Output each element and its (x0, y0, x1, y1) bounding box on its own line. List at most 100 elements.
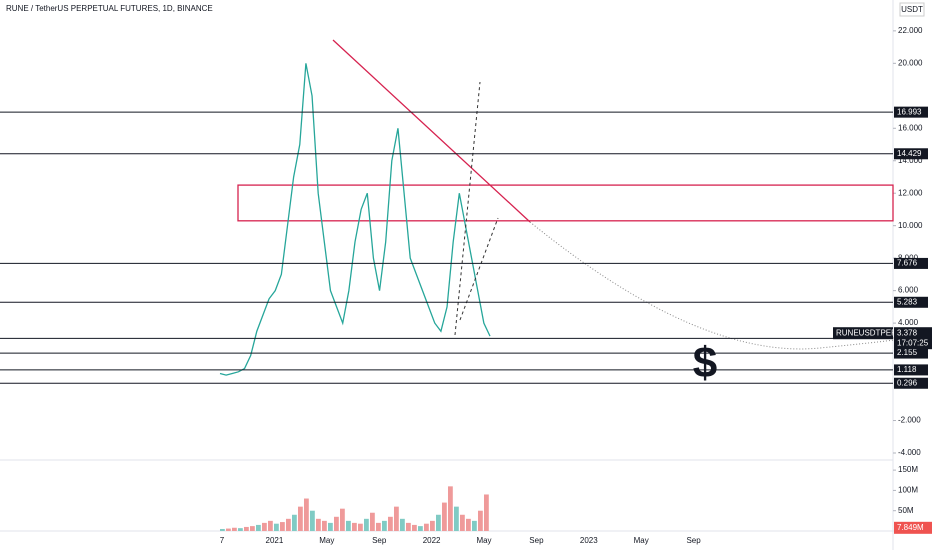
volume-bar (256, 524, 261, 531)
y-tick-label: 12.000 (898, 188, 923, 197)
volume-bar (454, 506, 459, 531)
level-label: 1.118 (897, 365, 917, 374)
volume-bar (442, 502, 447, 531)
volume-bar (274, 523, 279, 531)
trendline (332, 39, 531, 223)
level-label-box (894, 347, 928, 359)
volume-tick-label: 50M (898, 506, 914, 515)
level-label: 0.296 (897, 378, 918, 387)
volume-bar (310, 510, 315, 531)
level-label-box (894, 377, 928, 389)
level-label-box (894, 148, 928, 160)
x-tick-label: May (634, 536, 649, 545)
dash-line (454, 81, 481, 336)
volume-bar (238, 528, 243, 531)
currency[interactable]: USDT (901, 5, 923, 14)
volume-bar (358, 523, 363, 531)
x-tick-label: May (319, 536, 334, 545)
volume-last-box (894, 521, 932, 534)
volume-bar (340, 508, 345, 531)
y-tick-label: 20.000 (898, 58, 923, 67)
volume-bar (448, 486, 453, 531)
volume-bar (352, 522, 357, 531)
volume-bar (478, 510, 483, 531)
volume-bar (376, 522, 381, 531)
volume-bar (484, 494, 489, 531)
volume-bar (364, 518, 369, 531)
volume-bar (316, 518, 321, 531)
level-label-box (894, 296, 928, 308)
volume-bar (286, 518, 291, 531)
volume-tick-label: 150M (898, 465, 918, 474)
countdown: 17:07:25 (897, 338, 929, 347)
y-tick-label: 4.000 (898, 318, 919, 327)
level-label-box (894, 106, 928, 118)
level-label: 16.993 (897, 107, 922, 116)
y-tick-label: 8.000 (898, 253, 919, 262)
y-tick-label: -2.000 (898, 416, 921, 425)
volume-bar (472, 520, 477, 531)
volume-bar (382, 520, 387, 531)
volume-bar (304, 498, 309, 531)
volume-bar (220, 528, 225, 531)
y-tick-label: 22.000 (898, 26, 923, 35)
level-label: 7.676 (897, 259, 918, 268)
x-tick-label: May (476, 536, 491, 545)
x-tick-label: 7 (220, 536, 225, 545)
level-label-box (894, 257, 928, 269)
volume-bar (328, 522, 333, 531)
price-box (894, 327, 932, 350)
level-label: 5.283 (897, 297, 918, 306)
x-tick-label: 2023 (580, 536, 598, 545)
projection-curve (529, 221, 907, 350)
volume-bar (400, 518, 405, 531)
volume-tick-label: 100M (898, 486, 918, 495)
volume-bar (436, 514, 441, 531)
volume-bar (346, 520, 351, 531)
y-tick-label: 14.000 (898, 156, 923, 165)
symbol-box (833, 327, 893, 340)
volume-bar (406, 522, 411, 531)
volume-bar (262, 522, 267, 531)
volume-bar (268, 520, 273, 531)
dollar-icon: $ (693, 339, 717, 388)
level-label: 2.155 (897, 348, 918, 357)
volume-bar (244, 526, 249, 531)
volume-last: 7.849M (897, 523, 924, 532)
volume-bar (412, 524, 417, 531)
x-tick-label: 2021 (266, 536, 284, 545)
y-tick-label: 16.000 (898, 123, 923, 132)
x-tick-label: 2022 (423, 536, 441, 545)
last-price: 3.378 (897, 328, 918, 337)
zone (237, 184, 894, 222)
volume-bar (430, 520, 435, 531)
y-tick-label: 6.000 (898, 286, 919, 295)
y-tick-label: -4.000 (898, 448, 921, 457)
volume-bar (424, 523, 429, 531)
x-tick-label: Sep (529, 536, 544, 545)
volume-bar (334, 516, 339, 531)
volume-bar (388, 516, 393, 531)
currency-box[interactable] (899, 2, 925, 17)
volume-bar (292, 514, 297, 531)
volume-bar (418, 526, 423, 531)
volume-bar (370, 512, 375, 531)
volume-bar (232, 527, 237, 531)
volume-bar (466, 518, 471, 531)
volume-bar (460, 514, 465, 531)
volume-bar (298, 506, 303, 531)
dash-line (459, 217, 499, 321)
volume-bar (280, 522, 285, 531)
volume-bar (226, 528, 231, 531)
volume-bar (394, 506, 399, 531)
volume-bar (250, 526, 255, 531)
x-tick-label: Sep (372, 536, 387, 545)
chart-title: RUNE / TetherUS PERPETUAL FUTURES, 1D, B… (6, 4, 213, 13)
symbol-label: RUNEUSDTPERP (836, 328, 902, 337)
y-tick-label: 10.000 (898, 221, 923, 230)
level-label-box (894, 364, 928, 376)
price-line (219, 63, 491, 376)
level-label: 14.429 (897, 149, 922, 158)
volume-bar (322, 520, 327, 531)
